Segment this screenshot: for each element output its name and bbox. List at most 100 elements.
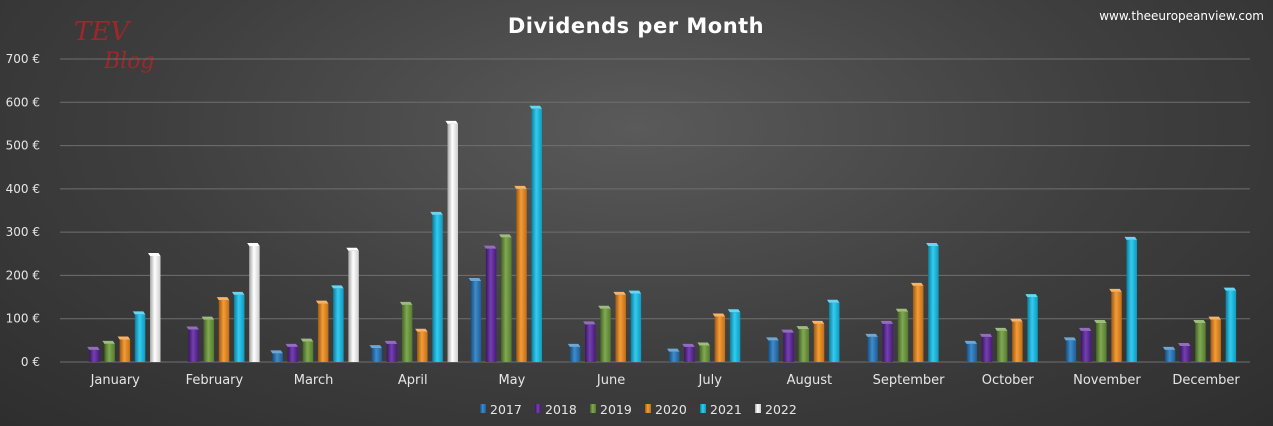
legend-item: 2017 <box>480 402 522 417</box>
bar-cap <box>148 252 161 256</box>
chart-title: Dividends per Month <box>508 14 764 38</box>
legend-label: 2020 <box>655 402 687 417</box>
bar-cap <box>567 343 581 347</box>
bar-cap <box>926 242 939 246</box>
legend-swatch <box>755 404 761 413</box>
bar-2020-december <box>1210 319 1221 362</box>
bar-2020-august <box>813 323 825 362</box>
bar-cap <box>186 326 199 330</box>
bar-cap <box>1223 287 1237 291</box>
legend-swatch <box>480 404 486 413</box>
bar-2020-october <box>1012 321 1023 362</box>
bar-cap <box>369 345 382 349</box>
x-tick-label: June <box>596 373 625 388</box>
legend-item: 2018 <box>535 402 577 417</box>
bar-cap <box>331 285 344 289</box>
website-label: www.theeuropeanview.com <box>1099 9 1264 23</box>
logo-text-blog: Blog <box>103 49 155 74</box>
x-tick-label: March <box>294 373 334 388</box>
legend-item: 2019 <box>590 402 632 417</box>
legend-swatch <box>645 404 651 413</box>
legend-label: 2019 <box>600 402 632 417</box>
bar-cap <box>667 348 680 352</box>
bar-cap <box>132 311 146 315</box>
legend-swatch <box>590 404 596 413</box>
bar-cap <box>964 340 977 344</box>
bar-2021-april <box>432 214 443 362</box>
x-tick-label: February <box>186 373 244 388</box>
bar-cap <box>766 337 779 341</box>
bar-cap <box>910 282 924 286</box>
bar-cap <box>880 320 894 324</box>
bar-cap <box>399 301 413 305</box>
bar-2019-may <box>501 237 512 362</box>
x-tick-label: January <box>90 373 141 388</box>
bar-cap <box>895 308 909 312</box>
bar-cap <box>811 320 825 324</box>
bar-2018-july <box>684 346 695 362</box>
x-tick-label: August <box>787 373 833 388</box>
bar-2019-august <box>798 329 810 362</box>
legend-label: 2022 <box>765 402 797 417</box>
bar-2019-october <box>996 330 1008 362</box>
bar-cap <box>1025 294 1038 298</box>
y-tick-label: 200 € <box>6 268 40 282</box>
bar-cap <box>468 278 482 282</box>
y-tick-label: 500 € <box>6 139 40 153</box>
bar-cap <box>415 328 428 332</box>
bar-2021-may <box>531 108 542 363</box>
bar-2017-december <box>1164 349 1176 362</box>
x-axis-ticks: January February March April May June July Augu… <box>90 373 1241 388</box>
legend-item: 2022 <box>755 402 797 417</box>
bar-cap <box>87 346 100 350</box>
bar-cap <box>499 234 512 238</box>
y-tick-label: 100 € <box>6 312 40 326</box>
bar-2017-march <box>272 353 283 362</box>
y-tick-label: 0 € <box>21 355 40 369</box>
bar-cap <box>1063 337 1077 341</box>
bar-2017-may <box>470 281 482 362</box>
bar-2020-may <box>516 188 527 362</box>
bar-2020-november <box>1111 291 1122 362</box>
bar-2018-june <box>585 324 596 362</box>
bar-cap <box>796 326 810 330</box>
bar-2018-october <box>981 336 993 362</box>
bar-cap <box>682 343 695 347</box>
bar-2017-september <box>867 336 878 362</box>
bar-cap <box>300 338 314 342</box>
bar-2019-april <box>401 304 413 362</box>
bar-cap <box>285 343 299 347</box>
bar-2020-september <box>912 285 924 362</box>
x-tick-label: December <box>1172 373 1240 388</box>
bar-cap <box>117 336 131 340</box>
legend: 2017 2018 2019 2020 2021 2022 <box>480 402 797 417</box>
bar-cap <box>529 105 542 109</box>
bar-2021-december <box>1225 290 1237 362</box>
bar-2019-february <box>203 319 215 362</box>
bar-cap <box>270 350 283 354</box>
bar-2021-september <box>928 245 939 362</box>
bars <box>87 105 1237 363</box>
bar-2022-january <box>150 255 161 362</box>
bar-2017-april <box>371 348 382 362</box>
bar-cap <box>1109 288 1122 292</box>
bar-2021-october <box>1027 297 1038 362</box>
y-axis-ticks: 0 € 100 € 200 € 300 € 400 € 500 € 600 € 700 € <box>6 52 40 369</box>
legend-label: 2017 <box>490 402 522 417</box>
bar-cap <box>247 242 260 246</box>
bar-cap <box>994 327 1008 331</box>
bar-cap <box>445 120 458 124</box>
bar-2020-february <box>218 300 230 362</box>
bar-cap <box>1078 327 1092 331</box>
bar-2017-june <box>569 346 581 362</box>
legend-item: 2021 <box>700 402 742 417</box>
bar-2021-june <box>630 293 642 362</box>
bar-cap <box>979 333 993 337</box>
bar-2019-september <box>897 311 909 362</box>
x-tick-label: April <box>398 373 428 388</box>
bar-cap <box>430 211 443 215</box>
bar-2020-april <box>417 331 428 362</box>
bar-2018-april <box>386 343 398 362</box>
legend-swatch <box>700 404 706 413</box>
